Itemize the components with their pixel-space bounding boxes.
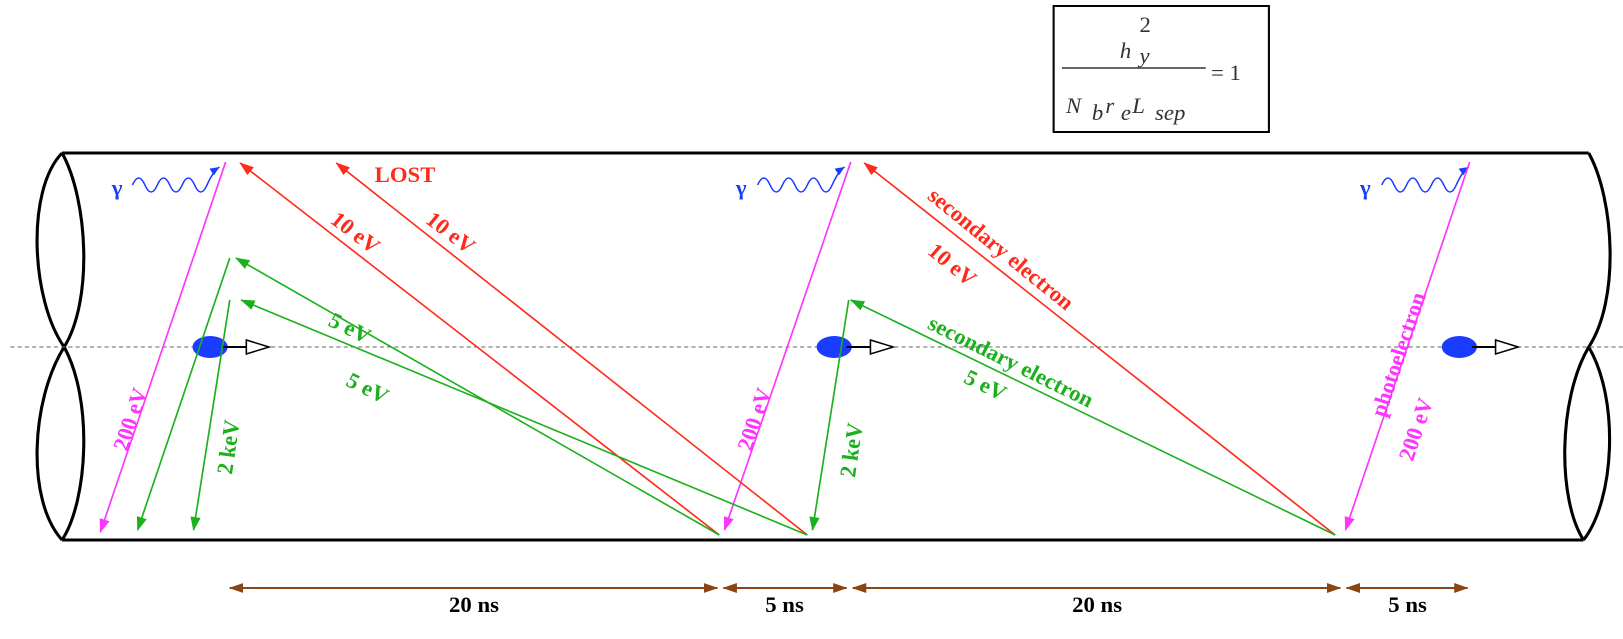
formula-sub: y <box>1138 43 1150 68</box>
photon-waves <box>132 167 1468 192</box>
trajectories <box>100 162 1469 535</box>
formula-den: L <box>1131 93 1145 118</box>
formula-den: b <box>1092 100 1103 125</box>
lost-label: LOST <box>375 162 436 187</box>
energy-label: 10 eV <box>923 238 981 291</box>
energy-label: 10 eV <box>326 207 385 259</box>
timing-label: 5 ns <box>765 592 804 617</box>
photon-label: γ <box>111 175 123 200</box>
formula-den: e <box>1121 100 1131 125</box>
formula-den: N <box>1065 93 1082 118</box>
secondary-label: secondary electron <box>924 310 1098 412</box>
formula-numerator: h <box>1120 38 1131 63</box>
energy-label: 10 eV <box>421 207 480 259</box>
formula-den: sep <box>1155 100 1185 125</box>
photon-label: γ <box>735 175 747 200</box>
formula-den: r <box>1105 93 1114 118</box>
energy-label: 5 eV <box>325 307 375 348</box>
timing-label: 20 ns <box>449 592 499 617</box>
energy-label: 5 eV <box>342 367 392 408</box>
energy-label: 2 keV <box>212 418 245 475</box>
energy-label: 200 eV <box>108 385 153 454</box>
formula-rhs: = 1 <box>1211 60 1241 85</box>
energy-label: 200 eV <box>1393 395 1438 464</box>
energy-label: 2 keV <box>835 421 868 478</box>
timing-label: 20 ns <box>1072 592 1122 617</box>
formula-sup: 2 <box>1140 12 1151 37</box>
timing-label: 5 ns <box>1388 592 1427 617</box>
drawing: h y 2 N b r e L sep = 1 γ γ γ <box>10 6 1623 617</box>
energy-label: 200 eV <box>732 385 777 454</box>
diagram: h y 2 N b r e L sep = 1 γ γ γ <box>0 0 1623 639</box>
photon-label: γ <box>1359 175 1371 200</box>
